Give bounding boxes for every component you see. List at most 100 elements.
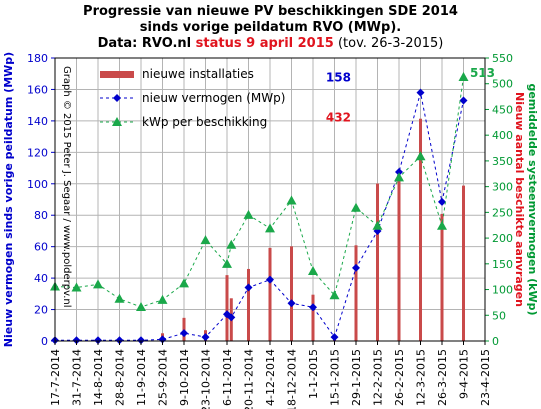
axes-layer: 0 20 40 60 80 100 120 140 160 180 17-7-2014 31-7-20…	[27, 52, 513, 409]
legend-label: nieuwe installaties	[142, 67, 254, 81]
x-tick-label: 28-8-2014	[114, 349, 127, 406]
marker-vermogen	[459, 96, 468, 105]
plot-frame	[54, 57, 486, 342]
x-tick-label: 14-8-2014	[92, 349, 105, 406]
marker-vermogen	[115, 336, 124, 345]
marker-vermogen	[309, 303, 317, 312]
y-left-tick-label: 140	[27, 115, 48, 128]
annotation-blue: 158	[326, 71, 351, 85]
bar-installaties	[311, 294, 315, 341]
y-left-tick-label: 180	[27, 52, 48, 65]
chart-title-line-2: sinds vorige peildatum RVO (MWp).	[139, 20, 402, 35]
marker-kwp	[308, 266, 318, 276]
marker-vermogen	[395, 167, 403, 176]
marker-vermogen	[227, 313, 236, 322]
y-left-tick-label: 60	[34, 241, 48, 254]
labels-layer: nieuwe installaties nieuw vermogen (MWp) k…	[2, 52, 539, 347]
x-tick-label: 26-3-2015	[436, 349, 449, 406]
marker-kwp	[458, 72, 469, 82]
marker-kwp	[93, 279, 103, 289]
legend-label: kWp per beschikking	[142, 115, 267, 129]
y-right-tick-label: 100	[492, 284, 513, 297]
marker-kwp	[179, 278, 189, 288]
y-right-title-2: gemiddelde systeemvermogen (kWp)	[526, 83, 539, 315]
bar-installaties	[419, 118, 422, 341]
y-right-tick-label: 250	[492, 206, 513, 219]
line-kwp	[54, 76, 464, 308]
marker-kwp	[372, 220, 383, 230]
x-tick-label: 23-10-2014	[200, 349, 213, 409]
marker-kwp	[394, 172, 404, 182]
y-left-tick-label: 160	[27, 83, 48, 96]
marker-vermogen	[137, 336, 145, 345]
y-left-tick-label: 20	[34, 304, 48, 317]
annotation-red: 432	[326, 111, 351, 125]
bar-installaties	[247, 268, 250, 341]
bar-installaties	[397, 180, 401, 341]
y-right-tick-label: 350	[492, 155, 513, 168]
y-right-tick-label: 0	[492, 335, 499, 348]
marker-vermogen	[180, 329, 188, 338]
marker-vermogen	[266, 275, 274, 284]
bar-installaties	[268, 247, 272, 341]
marker-vermogen	[330, 333, 339, 342]
y-left-title: Nieuw vermogen sinds vorige peildatum (M…	[2, 52, 15, 347]
y-right-tick-label: 550	[492, 52, 513, 65]
title-source: Data: RVO.nl	[97, 36, 196, 51]
legend-marker	[113, 94, 121, 102]
marker-vermogen	[201, 333, 210, 342]
x-tick-label: 25-9-2014	[157, 349, 170, 406]
marker-vermogen	[438, 197, 446, 206]
y-right-tick-label: 450	[492, 103, 513, 116]
lines-layer	[50, 72, 469, 345]
marker-kwp	[351, 202, 361, 212]
x-tick-label: 1-1-2015	[307, 349, 320, 399]
marker-kwp	[157, 294, 168, 304]
y-left-tick-label: 100	[27, 178, 48, 191]
x-tick-label: 11-9-2014	[135, 349, 148, 406]
y-right-tick-label: 200	[492, 232, 513, 245]
y-right-tick-label: 400	[492, 129, 513, 142]
x-tick-label: 20-11-2014	[243, 349, 256, 409]
y-right-tick-label: 50	[492, 309, 506, 322]
annotation-green: 513	[470, 66, 495, 80]
marker-kwp	[136, 302, 146, 312]
x-tick-label: 9-4-2015	[458, 349, 471, 399]
x-tick-label: 29-1-2015	[350, 349, 363, 406]
bar-installaties	[440, 213, 444, 341]
x-tick-label: 12-2-2015	[372, 349, 385, 406]
y-left-tick-label: 120	[27, 146, 48, 159]
x-tick-label: 23-4-2015	[479, 349, 492, 406]
x-tick-label: 6-11-2014	[221, 349, 234, 406]
x-tick-label: 26-2-2015	[393, 349, 406, 406]
x-tick-label: 18-12-2014	[286, 349, 299, 409]
marker-kwp	[71, 282, 82, 292]
legend-label: nieuw vermogen (MWp)	[142, 91, 285, 105]
bar-installaties	[354, 245, 358, 341]
bar-installaties	[462, 185, 465, 341]
y-left-tick-label: 80	[34, 209, 48, 222]
marker-kwp	[329, 290, 340, 300]
marker-kwp	[226, 239, 237, 249]
x-tick-label: 15-1-2015	[329, 349, 342, 406]
legend-marker	[112, 117, 122, 126]
marker-kwp	[437, 220, 447, 230]
marker-kwp	[415, 151, 426, 161]
x-tick-label: 17-7-2014	[49, 349, 62, 406]
title-status: status 9 april 2015	[195, 36, 334, 51]
y-right-tick-label: 150	[492, 258, 513, 271]
marker-kwp	[114, 293, 125, 303]
y-right-tick-label: 300	[492, 181, 513, 194]
marker-vermogen	[94, 336, 102, 345]
y-right-tick-label: 500	[492, 78, 513, 91]
x-tick-label: 4-12-2014	[264, 349, 277, 406]
marker-vermogen	[72, 336, 81, 345]
x-tick-label: 9-10-2014	[178, 349, 191, 406]
x-tick-label: 31-7-2014	[71, 349, 84, 406]
marker-vermogen	[352, 263, 360, 272]
marker-kwp	[243, 209, 254, 219]
bar-installaties	[376, 183, 379, 341]
marker-vermogen	[416, 88, 425, 97]
y-left-tick-label: 0	[41, 335, 48, 348]
bar-installaties	[290, 246, 293, 341]
